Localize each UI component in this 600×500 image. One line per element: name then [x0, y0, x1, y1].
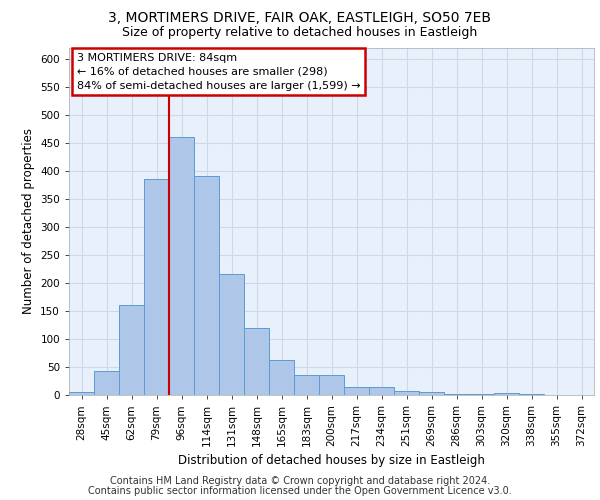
Bar — [144, 179, 169, 395]
Text: 3 MORTIMERS DRIVE: 84sqm
← 16% of detached houses are smaller (298)
84% of semi-: 3 MORTIMERS DRIVE: 84sqm ← 16% of detach… — [77, 52, 361, 90]
Bar — [444, 394, 469, 395]
Bar — [319, 376, 344, 395]
X-axis label: Distribution of detached houses by size in Eastleigh: Distribution of detached houses by size … — [178, 454, 485, 468]
Text: Contains public sector information licensed under the Open Government Licence v3: Contains public sector information licen… — [88, 486, 512, 496]
Bar — [194, 176, 219, 395]
Bar — [394, 390, 419, 395]
Bar — [494, 393, 519, 395]
Bar — [519, 394, 544, 395]
Bar — [219, 274, 244, 395]
Text: Size of property relative to detached houses in Eastleigh: Size of property relative to detached ho… — [122, 26, 478, 39]
Bar — [169, 137, 194, 395]
Bar — [94, 372, 119, 395]
Bar — [244, 328, 269, 395]
Text: 3, MORTIMERS DRIVE, FAIR OAK, EASTLEIGH, SO50 7EB: 3, MORTIMERS DRIVE, FAIR OAK, EASTLEIGH,… — [109, 11, 491, 25]
Bar — [269, 360, 294, 395]
Bar — [419, 392, 444, 395]
Bar — [119, 306, 144, 395]
Bar — [69, 392, 94, 395]
Bar — [294, 376, 319, 395]
Y-axis label: Number of detached properties: Number of detached properties — [22, 128, 35, 314]
Bar — [344, 386, 369, 395]
Bar — [469, 394, 494, 395]
Bar — [369, 386, 394, 395]
Text: Contains HM Land Registry data © Crown copyright and database right 2024.: Contains HM Land Registry data © Crown c… — [110, 476, 490, 486]
